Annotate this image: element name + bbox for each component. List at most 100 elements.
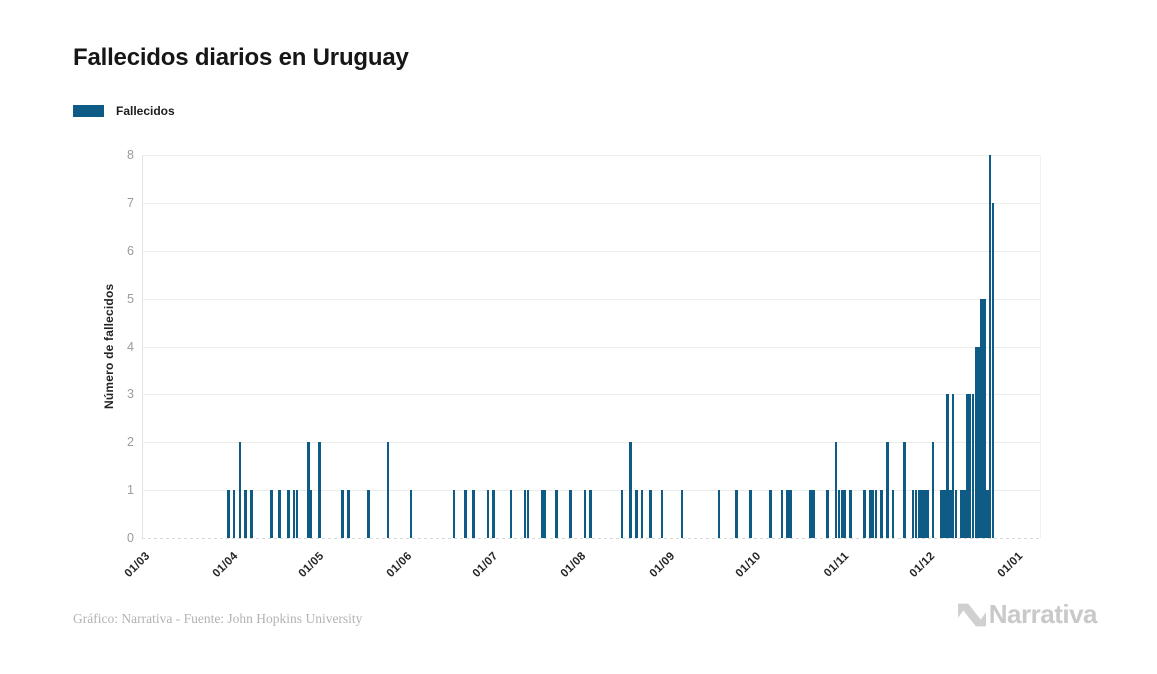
bar-10-12 <box>780 490 784 538</box>
bar-04-09 <box>249 490 253 538</box>
y-tick-label-1: 1 <box>127 483 134 498</box>
bar-08-27 <box>649 490 652 538</box>
bar-12-22 <box>983 298 986 538</box>
bar-12-15 <box>963 490 966 538</box>
gridline-y-0 <box>142 538 1040 539</box>
y-tick-label-8: 8 <box>127 148 134 162</box>
y-tick-label-4: 4 <box>127 339 134 354</box>
bar-04-29 <box>307 442 310 538</box>
bar-09-20 <box>717 490 721 538</box>
bar-12-18 <box>971 394 975 538</box>
plot-right-border <box>1040 155 1041 538</box>
bar-12-20 <box>977 346 981 538</box>
bar-09-26 <box>734 490 738 538</box>
chart-title: Fallecidos diarios en Uruguay <box>73 44 409 71</box>
bar-05-27 <box>386 442 390 538</box>
bar-12-01 <box>923 490 926 538</box>
bar-10-08 <box>769 490 772 538</box>
bar-07-01 <box>486 490 490 538</box>
bar-04-25 <box>295 490 299 538</box>
bar-11-20 <box>891 490 895 538</box>
bar-04-24 <box>292 490 296 538</box>
bar-12-08 <box>943 490 946 538</box>
bar-05-11 <box>341 490 344 538</box>
bar-11-13 <box>871 490 875 538</box>
x-tick-label-01-10: 01/10 <box>733 550 764 580</box>
bar-04-07 <box>244 490 247 538</box>
bar-06-19 <box>452 490 456 538</box>
gridline-y-7 <box>142 202 1040 204</box>
legend-label: Fallecidos <box>116 104 175 118</box>
footer-credit: Gráfico: Narrativa - Fuente: John Hopkin… <box>73 611 363 626</box>
bar-08-31 <box>660 490 664 538</box>
bar-12-14 <box>960 490 963 538</box>
bar-04-05 <box>238 442 242 538</box>
bar-11-10 <box>863 490 866 538</box>
bar-04-16 <box>269 490 273 538</box>
y-tick-label-0: 0 <box>127 531 134 545</box>
gridline-y-4 <box>142 346 1040 348</box>
bar-06-23 <box>463 490 467 538</box>
bar-08-20 <box>629 442 632 538</box>
y-tick-label-3: 3 <box>127 387 134 402</box>
bar-07-09 <box>509 490 513 538</box>
bar-04-01 <box>227 490 230 538</box>
narrativa-n-icon <box>957 603 986 626</box>
y-tick-label-6: 6 <box>127 243 134 258</box>
x-tick-label-01-03: 01/03 <box>122 550 153 580</box>
bar-12-11 <box>951 394 955 538</box>
bar-10-23 <box>811 490 815 538</box>
bar-07-20 <box>540 490 544 538</box>
bar-10-01 <box>749 490 752 538</box>
x-tick-label-01-04: 01/04 <box>211 550 241 580</box>
bar-12-16 <box>966 394 969 538</box>
bar-11-02 <box>840 490 844 538</box>
bar-10-31 <box>834 442 838 538</box>
bar-12-17 <box>968 394 972 538</box>
x-tick-label-01-11: 01/11 <box>821 550 852 580</box>
bar-04-03 <box>232 490 236 538</box>
bar-11-12 <box>869 490 872 538</box>
bar-11-16 <box>880 490 884 538</box>
bar-12-12 <box>954 490 958 538</box>
bar-08-22 <box>635 490 638 538</box>
bar-08-06 <box>589 490 593 538</box>
bar-10-22 <box>809 490 812 538</box>
bar-05-13 <box>346 490 350 538</box>
bar-12-09 <box>946 394 949 538</box>
bar-11-28 <box>914 490 918 538</box>
bar-05-20 <box>366 490 370 538</box>
bar-08-24 <box>640 490 644 538</box>
bar-11-30 <box>920 490 923 538</box>
bar-11-03 <box>843 490 846 538</box>
bar-06-26 <box>472 490 476 538</box>
bar-08-04 <box>583 490 587 538</box>
bar-11-27 <box>911 490 915 538</box>
x-tick-label-01-05: 01/05 <box>296 550 327 580</box>
bar-12-10 <box>948 490 952 538</box>
gridline-y-8 <box>142 155 1040 156</box>
legend-item-fallecidos[interactable]: Fallecidos <box>73 104 175 118</box>
gridline-y-6 <box>142 250 1040 252</box>
x-tick-label-01-07: 01/07 <box>470 550 501 580</box>
bar-12-25 <box>991 202 995 538</box>
logo-text: Narrativa <box>988 599 1098 629</box>
y-tick-label-7: 7 <box>127 195 134 210</box>
bar-11-29 <box>917 490 921 538</box>
x-tick-label-01-09: 01/09 <box>647 550 678 580</box>
y-tick-label-2: 2 <box>127 435 134 450</box>
x-tick-label-01-06: 01/06 <box>385 550 415 580</box>
bar-07-21 <box>543 490 547 538</box>
bar-10-15 <box>789 490 792 538</box>
bar-07-03 <box>492 490 496 538</box>
bar-04-30 <box>309 490 313 538</box>
gridline-y-5 <box>142 298 1040 300</box>
bar-12-07 <box>940 490 943 538</box>
bar-11-24 <box>903 442 906 538</box>
x-tick-label-01-01: 01/01 <box>995 550 1026 580</box>
bar-04-19 <box>278 490 282 538</box>
narrativa-logo: Narrativa <box>957 599 1098 630</box>
bar-12-21 <box>980 298 983 538</box>
bar-12-23 <box>986 490 989 538</box>
